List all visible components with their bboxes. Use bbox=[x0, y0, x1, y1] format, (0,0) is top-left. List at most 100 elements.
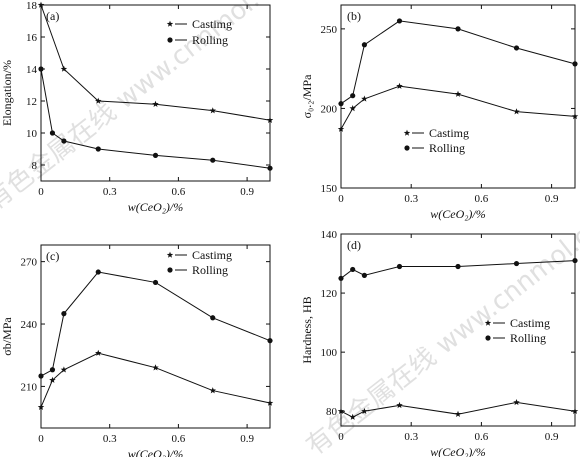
x-tick-label: 0.6 bbox=[475, 431, 489, 443]
y-tick-label: 14 bbox=[26, 64, 38, 76]
legend-marker-castimg bbox=[166, 20, 174, 27]
y-tick-label: 120 bbox=[321, 288, 338, 300]
y-tick-label: 200 bbox=[321, 103, 338, 115]
y-tick-label: 12 bbox=[26, 96, 37, 108]
panel-tag: (c) bbox=[46, 249, 59, 263]
data-point-rolling bbox=[61, 311, 67, 317]
y-tick-label: 270 bbox=[21, 257, 38, 269]
x-tick-label: 0.3 bbox=[404, 431, 418, 443]
data-point-castimg bbox=[571, 112, 579, 120]
data-point-rolling bbox=[455, 26, 461, 32]
y-tick-label: 150 bbox=[321, 183, 338, 195]
y-tick-label: 250 bbox=[321, 24, 338, 36]
y-axis-label: σ₀.₂/MPa bbox=[300, 74, 314, 119]
x-tick-label: 0 bbox=[38, 433, 44, 445]
y-tick-label: 210 bbox=[21, 381, 38, 393]
data-point-castimg bbox=[454, 90, 462, 97]
data-point-castimg bbox=[95, 97, 102, 104]
x-tick-label: 0.6 bbox=[172, 433, 186, 445]
data-point-castimg bbox=[95, 349, 102, 356]
panel-d: 0 0.3 0.6 0.9 80 100 120 140 w(CeO₂)/% Hardness, … bbox=[300, 229, 579, 457]
data-point-castimg bbox=[266, 116, 274, 123]
data-point-castimg bbox=[337, 407, 345, 414]
y-tick-label: 80 bbox=[326, 406, 338, 418]
x-tick-label: 0.3 bbox=[404, 193, 418, 205]
data-point-rolling bbox=[361, 42, 367, 48]
data-point-castimg bbox=[60, 65, 68, 72]
data-point-castimg bbox=[209, 107, 216, 114]
y-tick-label: 16 bbox=[26, 32, 38, 44]
data-point-rolling bbox=[350, 93, 356, 99]
legend-label-rolling: Rolling bbox=[192, 263, 228, 277]
y-tick-label: 240 bbox=[21, 319, 38, 331]
y-tick-label: 100 bbox=[321, 347, 338, 359]
x-axis-label: w(CeO₂)/% bbox=[430, 445, 486, 457]
y-axis-label: σb/MPa bbox=[0, 317, 14, 356]
data-point-rolling bbox=[49, 130, 56, 136]
data-point-castimg bbox=[513, 398, 520, 406]
data-point-castimg bbox=[396, 401, 403, 409]
panel-a: 0 0.3 0.6 0.9 8 10 12 14 16 18 w(CeO₂)/% Elongation… bbox=[0, 0, 274, 214]
y-tick-label: 140 bbox=[321, 229, 338, 241]
legend-label-rolling: Rolling bbox=[510, 331, 546, 345]
plot-frame bbox=[40, 4, 271, 182]
data-point-rolling bbox=[267, 165, 273, 171]
legend-label-rolling: Rolling bbox=[429, 141, 465, 155]
plot-frame bbox=[340, 4, 576, 189]
series-line-castimg bbox=[40, 352, 271, 408]
data-point-rolling bbox=[49, 367, 56, 373]
x-tick-label: 0.9 bbox=[240, 186, 254, 198]
data-point-rolling bbox=[152, 279, 159, 286]
data-point-castimg bbox=[266, 399, 274, 406]
data-point-castimg bbox=[361, 95, 368, 102]
legend-label-castimg: Castimg bbox=[510, 316, 550, 330]
x-tick-label: 0.9 bbox=[240, 433, 254, 445]
legend-marker-castimg bbox=[403, 129, 411, 136]
x-axis-label: w(CeO₂)/% bbox=[128, 200, 184, 214]
legend-marker-rolling bbox=[485, 335, 491, 341]
data-point-castimg bbox=[37, 403, 45, 410]
data-point-castimg bbox=[209, 387, 216, 394]
panel-b: 0 0.3 0.6 0.9 150 200 250 w(CeO₂)/% σ₀.₂/MPa (b) C… bbox=[300, 4, 579, 221]
data-point-castimg bbox=[152, 100, 159, 107]
watermark-text: 有色金属在线 www.cnnmol.com bbox=[0, 0, 309, 217]
panel-tag: (a) bbox=[46, 9, 59, 23]
legend-label-castimg: Castimg bbox=[192, 17, 232, 31]
data-point-rolling bbox=[95, 269, 101, 275]
data-point-rolling bbox=[455, 263, 461, 270]
legend-marker-rolling bbox=[167, 267, 173, 273]
x-tick-label: 0.9 bbox=[545, 193, 559, 205]
data-point-castimg bbox=[37, 1, 45, 8]
legend-label-rolling: Rolling bbox=[192, 33, 228, 47]
data-point-rolling bbox=[396, 18, 403, 24]
x-tick-label: 0.3 bbox=[103, 433, 117, 445]
data-point-castimg bbox=[361, 407, 368, 414]
data-point-rolling bbox=[338, 275, 344, 281]
data-point-castimg bbox=[60, 366, 68, 373]
legend-marker-castimg bbox=[166, 251, 174, 258]
panel-tag: (d) bbox=[347, 238, 361, 252]
plot-frame bbox=[340, 233, 576, 427]
panel-tag: (b) bbox=[347, 9, 361, 23]
data-point-castimg bbox=[349, 105, 356, 112]
plot-frame bbox=[40, 244, 271, 429]
x-tick-label: 0 bbox=[338, 193, 344, 205]
data-point-rolling bbox=[95, 146, 101, 152]
data-point-castimg bbox=[513, 108, 520, 115]
data-point-castimg bbox=[454, 410, 462, 417]
legend-label-castimg: Castimg bbox=[192, 248, 232, 262]
data-point-castimg bbox=[152, 364, 159, 371]
y-axis-label: Hardness, HB bbox=[300, 296, 314, 363]
data-point-rolling bbox=[210, 157, 216, 163]
legend-marker-castimg bbox=[484, 319, 492, 326]
data-point-rolling bbox=[267, 338, 273, 344]
x-tick-label: 0.6 bbox=[475, 193, 489, 205]
data-point-castimg bbox=[49, 376, 56, 383]
x-axis-label: w(CeO₂)/% bbox=[128, 447, 184, 457]
data-point-castimg bbox=[571, 407, 579, 414]
data-point-rolling bbox=[152, 152, 159, 158]
y-tick-label: 8 bbox=[32, 160, 38, 172]
data-point-castimg bbox=[349, 413, 356, 420]
x-tick-label: 0 bbox=[38, 186, 44, 198]
